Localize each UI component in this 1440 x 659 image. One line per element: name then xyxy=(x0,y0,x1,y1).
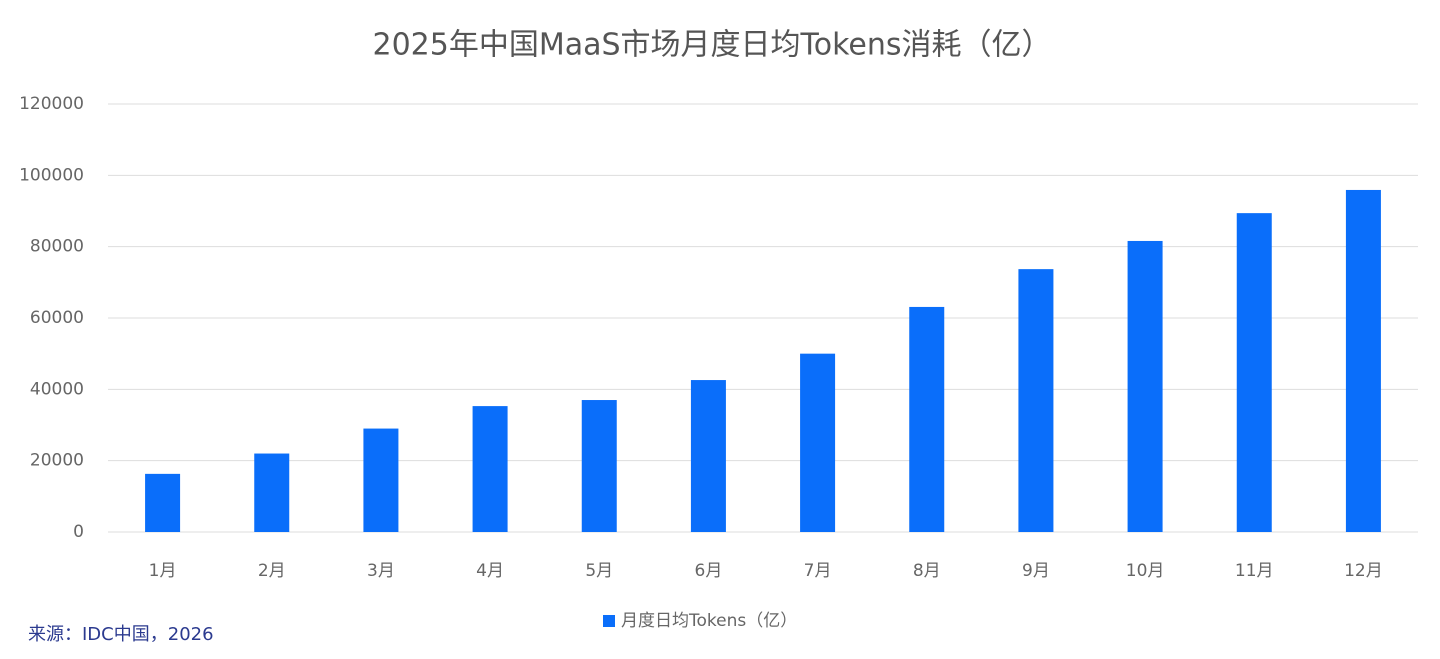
bar xyxy=(909,306,945,532)
bar xyxy=(472,406,508,532)
legend-label: 月度日均Tokens（亿） xyxy=(621,611,797,631)
bar xyxy=(800,353,836,532)
x-tick-label: 1月 xyxy=(149,561,177,581)
y-tick-label: 120000 xyxy=(19,94,84,114)
x-tick-label: 8月 xyxy=(913,561,941,581)
x-tick-label: 10月 xyxy=(1126,561,1165,581)
x-tick-label: 3月 xyxy=(367,561,395,581)
bar xyxy=(581,400,617,532)
x-tick-label: 6月 xyxy=(695,561,723,581)
y-tick-label: 60000 xyxy=(30,308,84,328)
bar xyxy=(145,473,181,532)
bar xyxy=(363,428,399,532)
bar xyxy=(1018,269,1054,532)
bar xyxy=(1345,189,1381,532)
x-tick-label: 5月 xyxy=(585,561,613,581)
x-tick-label: 12月 xyxy=(1344,561,1383,581)
y-tick-label: 100000 xyxy=(19,165,84,185)
x-tick-label: 4月 xyxy=(476,561,504,581)
chart-title: 2025年中国MaaS市场月度日均Tokens消耗（亿） xyxy=(372,28,1051,63)
bar xyxy=(254,453,290,532)
bar xyxy=(1127,240,1163,532)
source-note: 来源：IDC中国，2026 xyxy=(28,624,214,645)
x-tick-label: 9月 xyxy=(1022,561,1050,581)
y-tick-label: 20000 xyxy=(30,451,84,471)
bar xyxy=(1236,213,1272,532)
y-tick-label: 80000 xyxy=(30,237,84,257)
y-tick-label: 40000 xyxy=(30,379,84,399)
x-tick-label: 11月 xyxy=(1235,561,1274,581)
x-tick-label: 2月 xyxy=(258,561,286,581)
x-tick-label: 7月 xyxy=(804,561,832,581)
y-tick-label: 0 xyxy=(73,522,84,542)
bar xyxy=(690,380,726,532)
legend-swatch xyxy=(603,615,615,627)
